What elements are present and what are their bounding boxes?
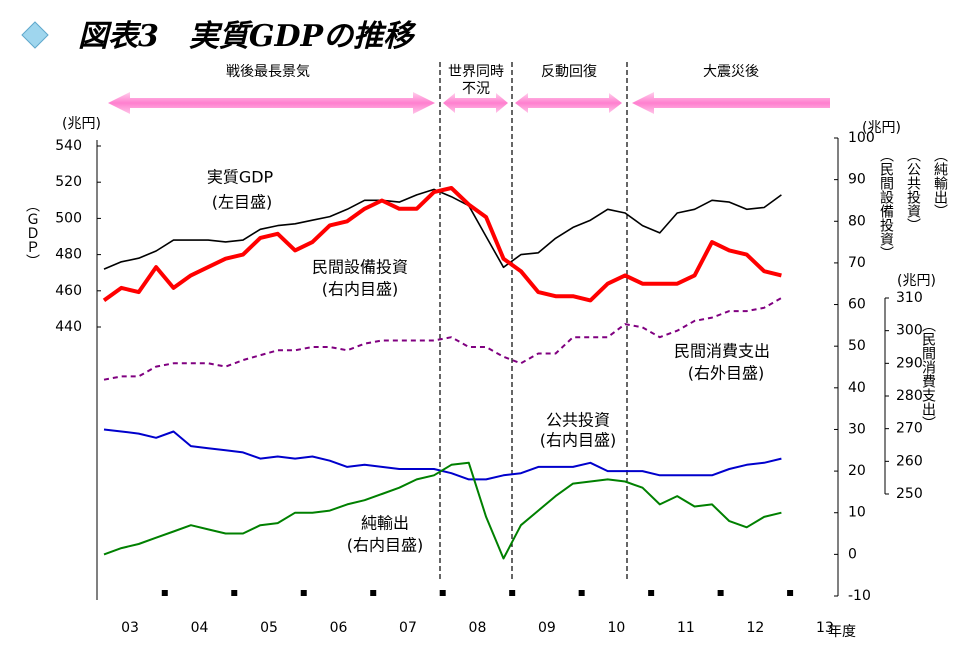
period-label: 反動回復	[541, 63, 597, 80]
x-tick-label: 04	[191, 620, 209, 636]
y-tick-label: 460	[55, 283, 82, 299]
series-line	[103, 297, 782, 381]
y2-tick-label: 20	[848, 463, 866, 479]
x-tick-label: 09	[538, 620, 556, 636]
y3-axis-label: （民間消費支出）	[920, 318, 936, 430]
y3-tick-label: 300	[896, 323, 923, 339]
chart-title: 図表3 実質GDPの推移	[78, 19, 417, 54]
period-label: 戦後最長景気	[226, 64, 310, 80]
x-tick	[578, 590, 585, 596]
y3-tick-label: 280	[896, 388, 923, 404]
series-note: (右内目盛)	[540, 431, 617, 450]
series-line	[102, 186, 782, 303]
x-axis-label: 年度	[828, 624, 856, 640]
y3-unit: (兆円)	[897, 273, 936, 289]
x-tick	[231, 590, 238, 596]
x-tick-label: 07	[399, 620, 417, 636]
x-tick-label: 03	[121, 620, 139, 636]
period-arrow	[108, 92, 435, 114]
series-label: 民間設備投資	[312, 258, 408, 277]
series-label: 純輸出	[361, 514, 409, 533]
y3-tick-label: 250	[896, 486, 923, 502]
series-label: 民間消費支出	[674, 342, 770, 361]
series-note: (右内目盛)	[322, 280, 399, 299]
x-tick	[509, 590, 516, 596]
y2-tick-label: 80	[848, 213, 866, 229]
y3-tick-label: 270	[896, 421, 923, 437]
y2-tick-label: 90	[848, 172, 866, 188]
x-tick-label: 11	[677, 620, 695, 636]
series-line	[103, 188, 782, 270]
period-label: 世界同時	[448, 64, 504, 80]
period-arrow	[443, 93, 508, 113]
y-tick-label: 440	[55, 319, 82, 335]
series-note: (右外目盛)	[688, 364, 765, 383]
y3-tick-label: 310	[896, 290, 923, 306]
x-tick-label: 10	[608, 620, 626, 636]
series-note: (右内目盛)	[347, 536, 424, 555]
y-tick-label: 540	[55, 138, 82, 154]
y-tick-label: 500	[55, 210, 82, 226]
x-tick	[161, 590, 168, 596]
period-arrow	[632, 92, 830, 114]
y-axis-label: （ＧＤＰ）	[24, 198, 40, 268]
y2-tick-label: 0	[848, 546, 857, 562]
x-tick	[300, 590, 307, 596]
y-tick-label: 480	[55, 247, 82, 263]
x-tick	[648, 590, 655, 596]
y2-tick-label: 50	[848, 338, 866, 354]
y2-tick-label: 30	[848, 421, 866, 437]
x-tick	[370, 590, 377, 596]
series-line	[103, 428, 782, 481]
y2-tick-label: -10	[848, 588, 871, 604]
y2-tick-label: 10	[848, 505, 866, 521]
y2-tick-label: 40	[848, 380, 866, 396]
series-note: (左目盛)	[212, 193, 273, 212]
x-tick	[717, 590, 724, 596]
y3-tick-label: 290	[896, 355, 923, 371]
x-tick-label: 05	[260, 620, 278, 636]
period-label: 不況	[462, 81, 490, 97]
x-tick	[439, 590, 446, 596]
series-label: 公共投資	[546, 411, 610, 430]
x-tick-label: 08	[469, 620, 487, 636]
x-tick	[787, 590, 794, 596]
y-unit: (兆円)	[62, 116, 101, 132]
y2-axis-label: （純輸出）	[932, 148, 948, 218]
title-icon	[21, 21, 49, 49]
y2-tick-label: 100	[848, 130, 875, 146]
series-label: 実質GDP	[207, 168, 274, 187]
y2-tick-label: 70	[848, 255, 866, 271]
y2-axis-label: （公共投資）	[905, 148, 921, 232]
y2-tick-label: 60	[848, 297, 866, 313]
series-line	[103, 461, 782, 560]
y-tick-label: 520	[55, 174, 82, 190]
period-arrow	[515, 93, 622, 113]
y2-unit: (兆円)	[862, 120, 901, 136]
x-tick-label: 13	[816, 620, 834, 636]
x-tick-label: 12	[746, 620, 764, 636]
x-tick-label: 06	[330, 620, 348, 636]
period-label: 大震災後	[703, 64, 759, 80]
y3-tick-label: 260	[896, 453, 923, 469]
y2-axis-label: （民間設備投資）	[878, 148, 894, 260]
